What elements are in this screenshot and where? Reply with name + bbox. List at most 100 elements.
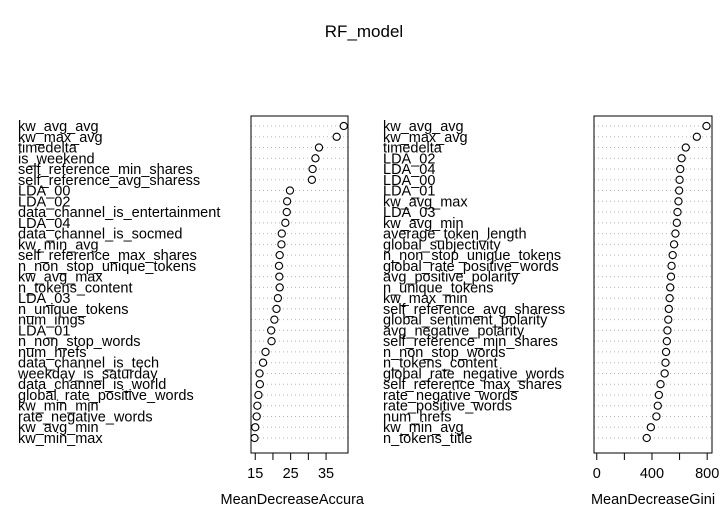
data-point [661,347,671,357]
category-label: kw_min_min [18,399,99,415]
category-label: weekday_is_saturday [17,366,158,382]
category-label: self_reference_max_shares [18,248,197,264]
category-label: kw_min_avg [383,420,464,436]
data-point [669,240,679,249]
category-label: LDA_00 [18,184,70,200]
data-point [654,390,664,400]
plot-frame [593,115,713,454]
category-label: self_reference_max_shares [383,377,562,393]
category-label: rate_negative_words [18,409,153,425]
data-point [282,207,291,217]
data-point [666,283,675,292]
category-label: n_unique_tokens [18,302,128,318]
plot-frame [250,115,349,454]
data-point [251,423,260,432]
category-label: kw_avg_max [18,270,103,286]
category-label: n_non_stop_words [18,334,141,350]
category-label: LDA_04 [18,216,70,232]
category-label: global_rate_negative_words [383,366,564,382]
category-label: num_hrefs [18,345,87,361]
category-label: global_subjectivity [383,237,501,253]
data-point [273,293,283,303]
data-point [642,433,651,443]
category-label: n_unique_tokens [383,280,493,296]
data-point [660,369,669,378]
data-point [332,132,341,141]
category-label: LDA_01 [383,184,435,200]
category-label: LDA_03 [18,291,70,307]
data-point [692,132,701,141]
category-label: n_tokens_title [383,431,472,447]
x-tick-label: 400 [640,466,664,482]
data-point [250,433,259,443]
category-label: data_channel_is_tech [18,356,159,372]
data-point [674,197,683,206]
category-label: LDA_02 [383,151,435,167]
data-point [308,164,317,174]
category-label: global_rate_positive_words [383,259,559,275]
data-point [252,412,261,421]
data-point [254,390,263,400]
category-label: kw_max_min [383,291,468,307]
category-label: LDA_04 [383,162,435,178]
data-point [671,229,680,238]
category-label: kw_avg_min [18,420,99,436]
data-point [275,272,284,281]
data-point [282,197,292,206]
data-point [307,175,317,184]
x-tick-label: 15 [247,466,263,482]
data-point [675,186,684,195]
chart-title: RF_model [325,22,403,41]
x-axis-title: MeanDecreaseAccuracy [221,492,380,508]
data-point [314,143,324,152]
category-label: LDA_01 [18,323,70,339]
data-point [261,347,270,357]
data-point [275,250,284,260]
category-label: average_token_length [383,227,527,243]
category-label: kw_avg_min [383,216,464,232]
data-point [663,326,672,335]
category-label: global_sentiment_polarity [383,313,548,329]
category-label: timedelta [383,141,443,157]
data-point [272,304,281,314]
data-point [258,358,268,367]
x-tick-label: 800 [695,466,719,482]
category-label: n_non_stop_words [383,345,506,361]
category-label: data_channel_is_world [18,377,166,393]
data-point [270,315,279,324]
data-point [285,186,295,195]
category-label: kw_max_avg [18,130,103,146]
data-point [664,315,673,324]
data-point [267,337,276,346]
data-point [253,401,262,410]
category-label: rate_positive_words [383,399,512,415]
category-label: LDA_00 [383,173,435,189]
data-point [672,218,681,227]
category-label: is_weekend [18,151,95,167]
data-point [666,272,676,281]
data-point [664,304,673,314]
data-point [656,380,665,389]
category-label: global_rate_positive_words [18,388,194,404]
data-point [662,337,672,346]
data-point [311,154,320,163]
category-label: timedelta [18,141,78,157]
x-axis-title: MeanDecreaseGini [591,492,715,508]
data-point [267,326,276,335]
data-point [646,423,656,432]
data-point [652,412,661,421]
data-point [255,369,264,378]
data-point [668,250,677,260]
x-tick-label: 25 [283,466,299,482]
category-label: kw_avg_max [383,194,468,210]
category-label: self_reference_min_shares [18,162,193,178]
data-point [667,261,676,271]
data-point [681,143,690,152]
panel-1: kw_avg_avgkw_max_avgtimedeltais_weekends… [17,115,380,508]
data-point [274,261,284,271]
category-label: self_reference_avg_sharess [383,302,565,318]
data-point [255,380,265,389]
data-point [677,154,686,163]
data-point [661,358,670,367]
